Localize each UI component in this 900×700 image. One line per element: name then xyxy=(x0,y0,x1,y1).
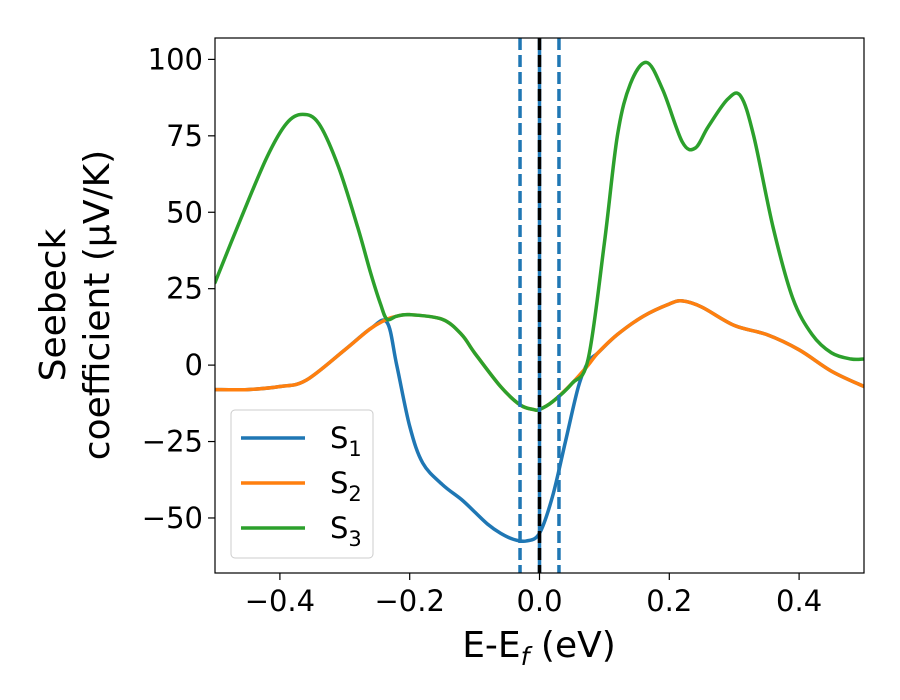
y-axis-title-line2: coefficient (μV/K) xyxy=(77,150,118,460)
y-tick-label: 100 xyxy=(148,42,203,76)
legend-label-s3: S3 xyxy=(330,511,362,551)
y-axis-title-line1: Seebeck xyxy=(33,228,74,381)
legend: S1 S2 S3 xyxy=(230,409,374,559)
x-tick-label: 0.4 xyxy=(776,584,822,618)
y-tick-label: −25 xyxy=(142,425,203,459)
y-tick-label: 75 xyxy=(166,119,203,153)
y-tick-label: −50 xyxy=(142,501,203,535)
plot-area xyxy=(215,38,864,573)
x-tick-label: −0.4 xyxy=(245,584,315,618)
x-tick-label: 0.2 xyxy=(646,584,692,618)
legend-label-s2: S2 xyxy=(330,466,362,506)
x-axis-title: E-Ef (eV) xyxy=(462,625,616,671)
x-tick-label: −0.2 xyxy=(374,584,444,618)
y-tick-label: 50 xyxy=(166,195,203,229)
y-tick-label: 25 xyxy=(166,272,203,306)
x-tick-label: 0.0 xyxy=(516,584,562,618)
x-axis-title-unit: (eV) xyxy=(529,625,615,666)
y-axis-title: Seebeck coefficient (μV/K) xyxy=(33,150,118,460)
legend-label-s1: S1 xyxy=(330,421,362,461)
y-tick-label: 0 xyxy=(185,348,203,382)
series-line-s3 xyxy=(215,60,864,412)
x-axis: −0.4 −0.2 0.0 0.2 0.4 xyxy=(245,573,822,618)
y-axis: −50 −25 0 25 50 75 100 xyxy=(142,42,215,535)
